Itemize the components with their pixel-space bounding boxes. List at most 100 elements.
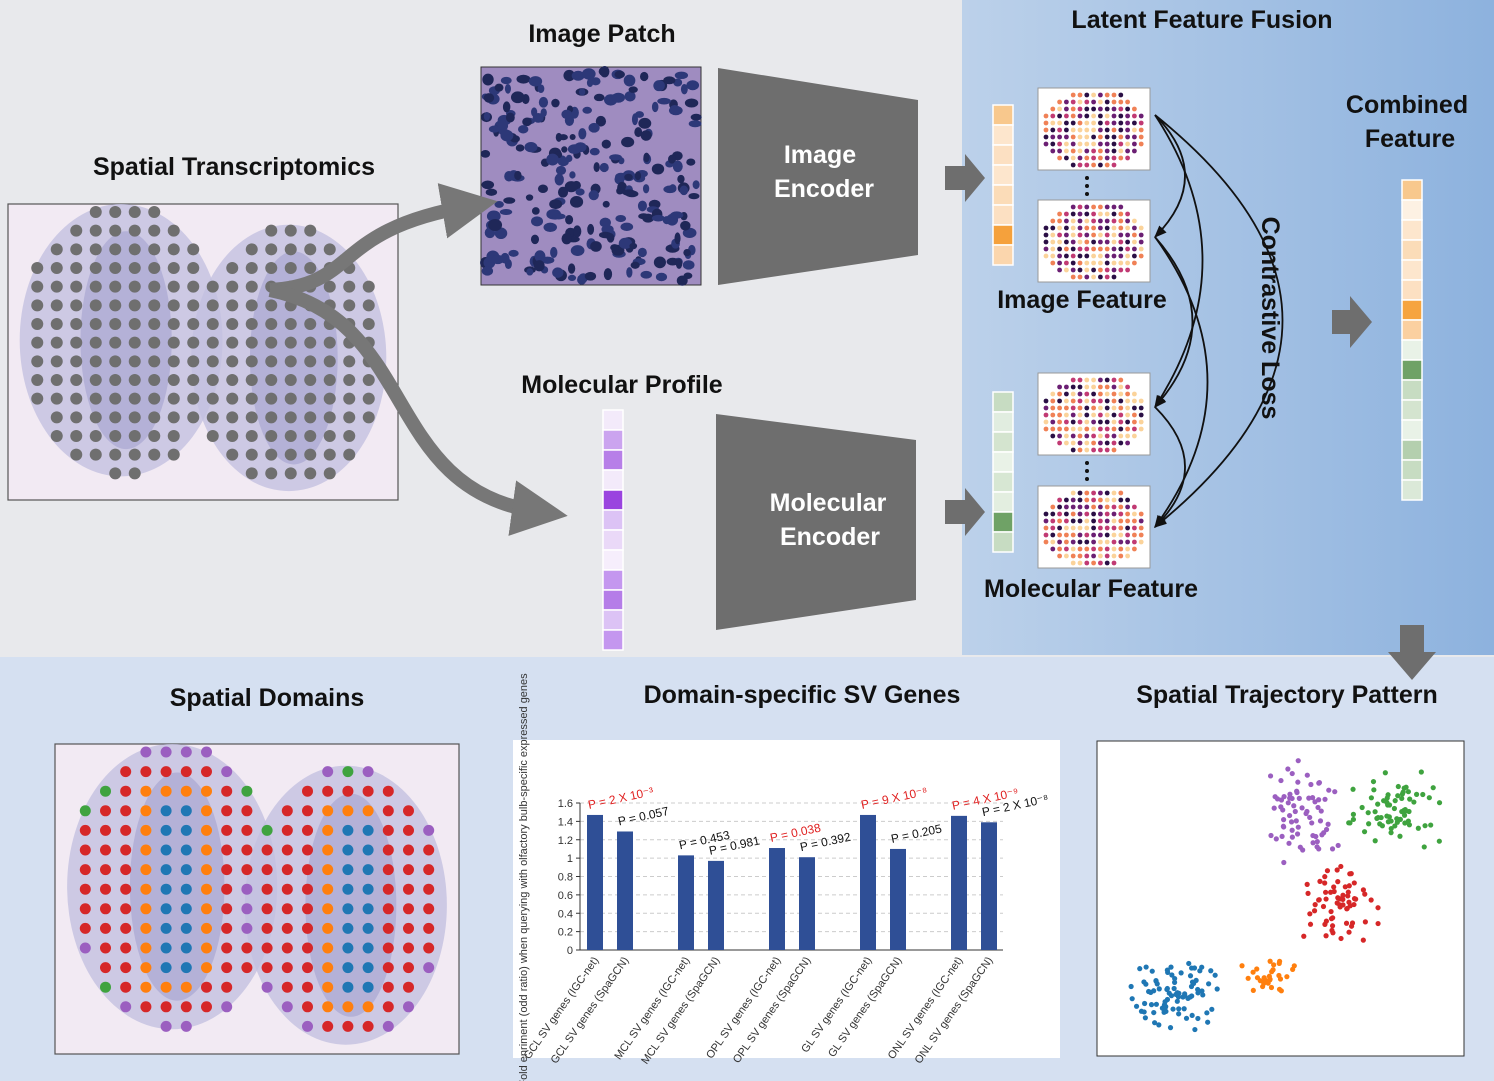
thumb-spot	[1138, 518, 1144, 524]
thumb-spot	[1084, 260, 1090, 266]
thumb-spot	[1084, 113, 1090, 119]
spot	[187, 299, 200, 312]
thumb-spot	[1118, 433, 1124, 439]
thumb-spot	[1091, 405, 1096, 411]
thumb-spot	[1098, 440, 1103, 446]
spot	[403, 962, 414, 974]
feature-cell	[1401, 219, 1423, 241]
thumb-spot	[1111, 274, 1117, 280]
spot	[89, 299, 102, 312]
feature-cell	[602, 429, 624, 451]
thumb-spot	[1098, 232, 1103, 238]
feature-cell	[992, 471, 1014, 493]
thumb-spot	[1064, 553, 1069, 559]
scatter-point	[1269, 969, 1275, 975]
spot	[31, 280, 44, 293]
spot	[206, 392, 219, 405]
spot	[109, 224, 122, 237]
thumb-spot	[1057, 239, 1062, 245]
thumb-spot	[1084, 246, 1090, 252]
thumb-spot	[1077, 225, 1083, 231]
thumb-spot	[1104, 419, 1110, 425]
scatter-point	[1426, 795, 1432, 801]
spot	[304, 411, 317, 424]
thumb-spot	[1104, 225, 1110, 231]
scatter-point	[1345, 889, 1351, 895]
thumb-spot	[1091, 127, 1096, 133]
thumb-spot	[1118, 134, 1124, 140]
spot	[382, 1020, 394, 1032]
thumb-spot	[1064, 539, 1069, 545]
spot	[221, 864, 233, 876]
thumb-spot	[1111, 239, 1117, 245]
thumb-spot	[1104, 127, 1110, 133]
thumb-spot	[1118, 525, 1124, 531]
feature-cell	[992, 224, 1014, 246]
thumb-spot	[1057, 120, 1062, 126]
spot	[70, 224, 83, 237]
scatter-point	[1189, 1012, 1195, 1019]
spot	[180, 844, 192, 856]
scatter-point	[1324, 868, 1331, 874]
scatter-point	[1296, 795, 1302, 801]
spot	[128, 392, 141, 405]
spot	[201, 766, 212, 778]
thumb-spot	[1125, 532, 1130, 538]
spot	[302, 785, 313, 797]
spot	[167, 336, 180, 349]
spot	[167, 243, 180, 256]
scatter-point	[1331, 888, 1337, 895]
thumb-spot	[1098, 225, 1103, 231]
thumb-spot	[1111, 141, 1117, 147]
nucleus	[573, 225, 582, 238]
scatter-point	[1291, 803, 1297, 809]
thumb-spot	[1070, 155, 1076, 161]
spot	[120, 883, 132, 895]
feature-cell	[992, 244, 1014, 266]
scatter-point	[1322, 874, 1328, 880]
spot	[382, 1001, 394, 1013]
spot	[342, 883, 354, 895]
spot	[245, 243, 258, 256]
spot	[323, 430, 336, 442]
scatter-point	[1351, 901, 1357, 908]
nucleus	[670, 211, 684, 219]
thumb-spot	[1132, 218, 1137, 224]
scatter-point	[1344, 905, 1350, 912]
thumb-spot	[1098, 546, 1103, 552]
scatter-point	[1418, 769, 1424, 775]
scatter-point	[1337, 896, 1343, 902]
spot	[342, 942, 354, 954]
spot	[322, 844, 334, 856]
nucleus	[588, 190, 599, 201]
bar	[587, 814, 603, 950]
thumb-spot	[1125, 113, 1130, 119]
spot	[284, 467, 297, 480]
spot	[403, 864, 414, 876]
spot	[302, 1001, 313, 1013]
nucleus	[549, 199, 563, 210]
spot	[343, 411, 356, 424]
thumb-spot	[1118, 391, 1124, 397]
spot	[423, 903, 435, 915]
nucleus	[602, 200, 610, 208]
thumb-spot	[1077, 433, 1083, 439]
spot	[265, 392, 278, 405]
nucleus	[677, 174, 685, 184]
thumb-spot	[1098, 504, 1103, 510]
scatter-point	[1353, 896, 1359, 902]
thumb-spot	[1077, 518, 1083, 524]
thumb-spot	[1057, 267, 1062, 273]
spot	[423, 883, 435, 895]
scatter-point	[1204, 1010, 1210, 1016]
spot	[245, 355, 258, 368]
thumb-spot	[1077, 525, 1083, 531]
thumb-spot	[1118, 99, 1124, 105]
thumb-spot	[1057, 391, 1062, 397]
thumb-spot	[1091, 260, 1096, 266]
spot	[120, 1001, 132, 1013]
ellipsis-dot	[1085, 176, 1089, 180]
thumb-spot	[1084, 426, 1090, 432]
nucleus	[634, 127, 643, 138]
spot	[403, 903, 414, 915]
